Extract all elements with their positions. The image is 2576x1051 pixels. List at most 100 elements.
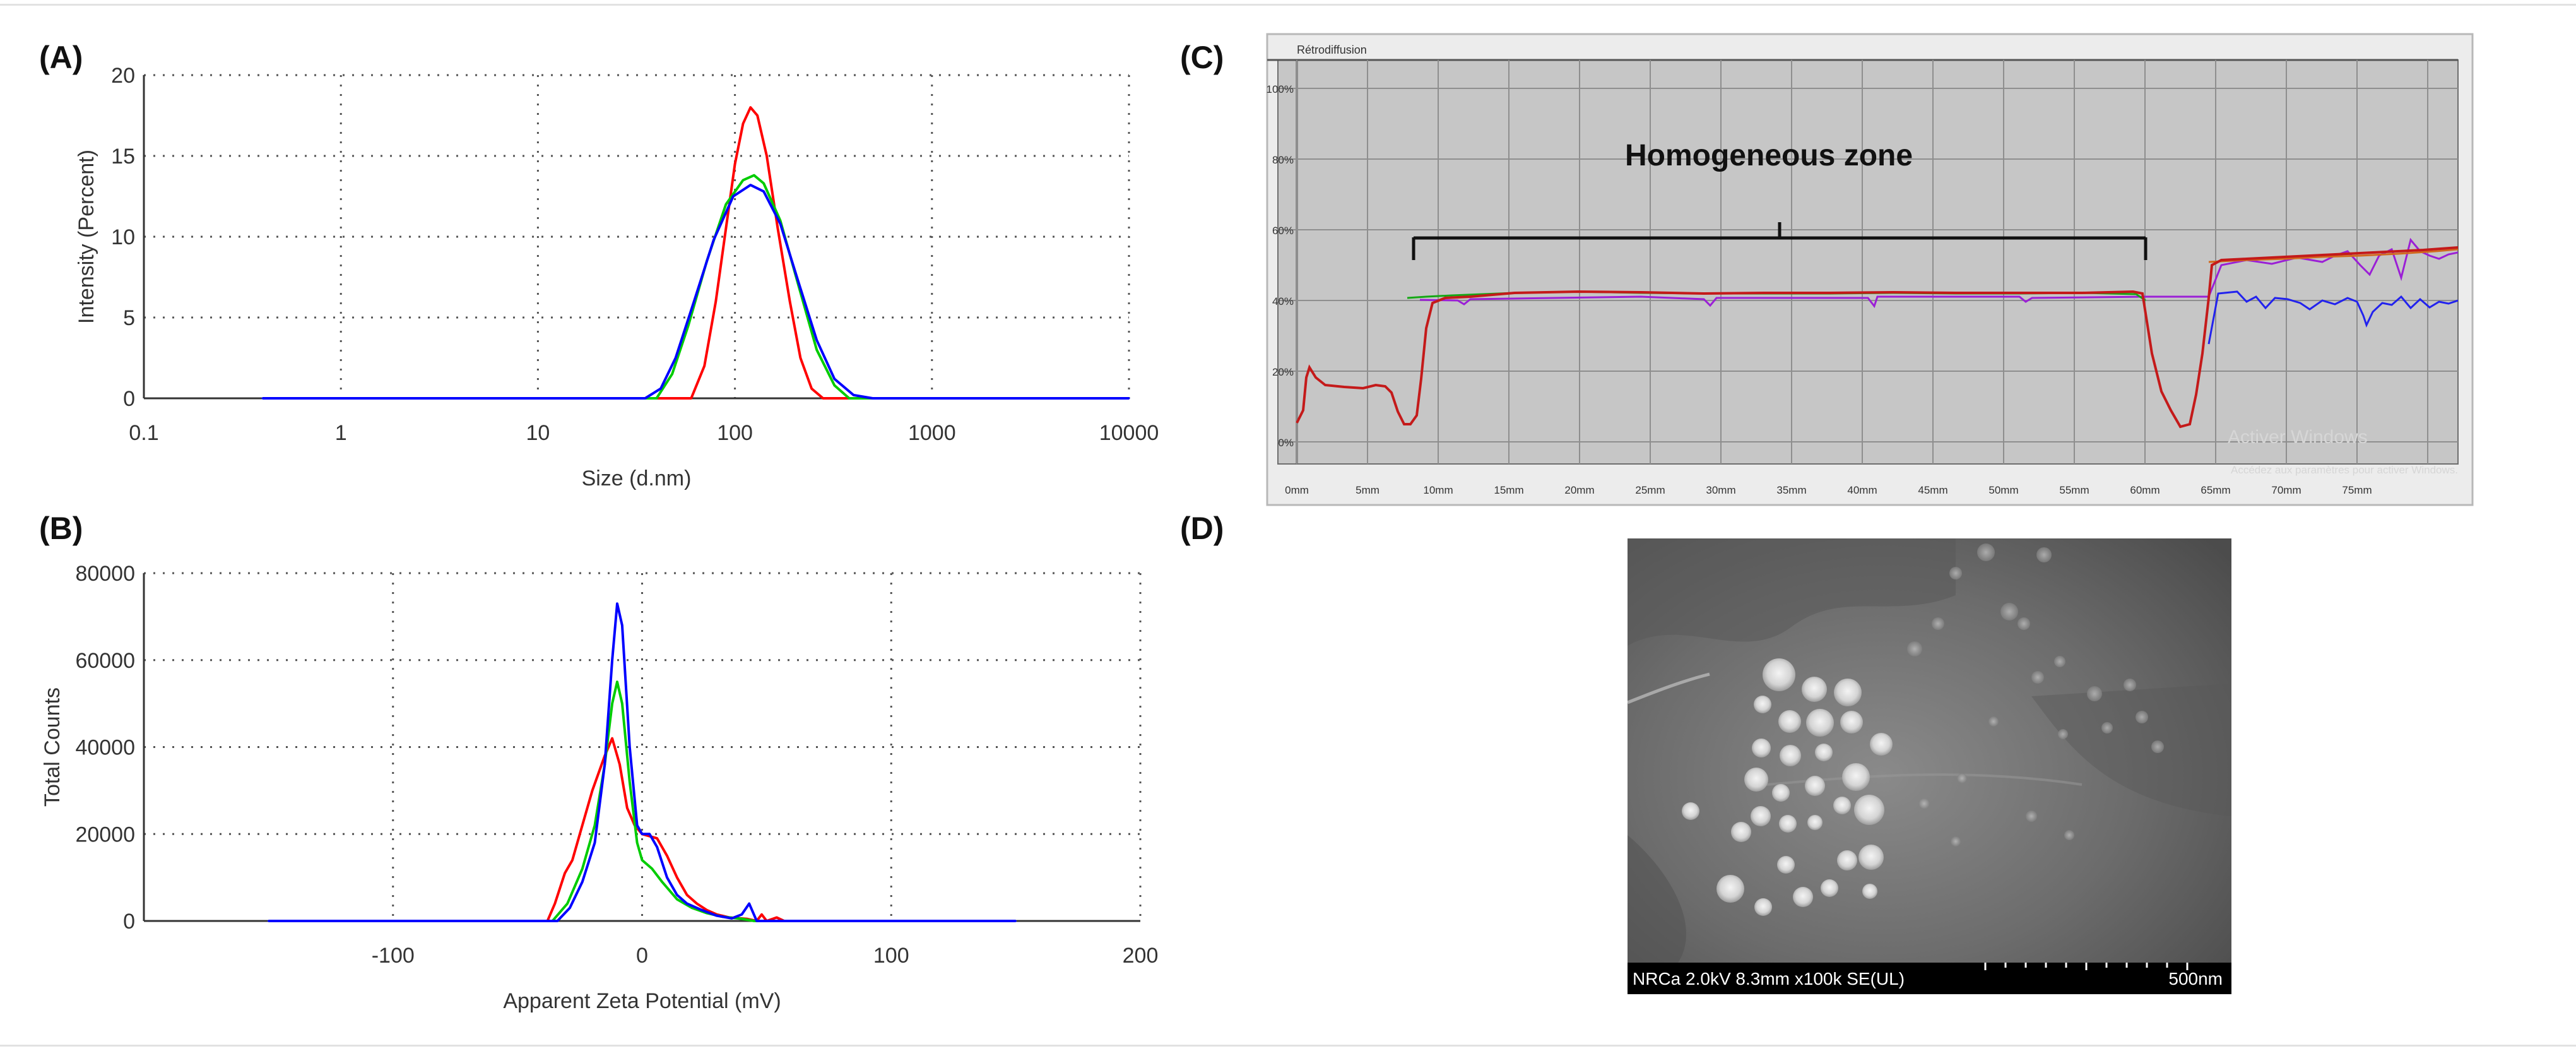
data-point [749, 184, 752, 186]
nanoparticle-faint [2036, 547, 2052, 562]
data-point [629, 746, 631, 748]
x-tick-label: 55mm [2059, 484, 2089, 496]
nanoparticle [1763, 658, 1795, 691]
x-tick-label: 5mm [1356, 484, 1380, 496]
profile-trace-blue [2207, 290, 2458, 345]
x-tick-label: 100 [873, 944, 909, 968]
bottom-border-line [0, 1045, 2576, 1047]
panel-label-a: (A) [39, 40, 83, 75]
y-tick-label: 20 [111, 64, 135, 88]
nanoparticle [1682, 802, 1699, 820]
data-point [569, 906, 571, 909]
data-point [581, 867, 584, 870]
nanoparticle-faint [2000, 603, 2018, 621]
data-point [700, 909, 703, 911]
chart-a: 0.1 1 10 100 1000 10000 0 5 10 15 20 Size (d.nm) Int… [74, 64, 1159, 490]
data-point [611, 659, 613, 662]
profile-x-ticks: 0mm 5mm 10mm 15mm 20mm 25mm 30mm 35mm 40mm 45mm 50… [1285, 484, 2372, 496]
y-tick-label: 0% [1278, 437, 1294, 449]
data-point [656, 846, 658, 848]
data-point [799, 357, 801, 359]
data-point [779, 223, 781, 225]
data-point [760, 913, 763, 916]
data-point [261, 397, 264, 400]
nanoparticle [1751, 806, 1771, 826]
x-tick-label: 15mm [1494, 484, 1523, 496]
nanoparticle [1834, 679, 1862, 706]
top-border-line [0, 4, 2576, 6]
profile-trace-orange [2208, 248, 2458, 263]
data-point [853, 394, 855, 396]
data-point [748, 903, 750, 905]
x-tick-label: 25mm [1635, 484, 1665, 496]
data-point [676, 898, 678, 901]
panel-label-c: (C) [1180, 40, 1224, 75]
data-point [676, 876, 678, 879]
nanoparticle-faint [1949, 567, 1962, 579]
nanoparticle [1858, 845, 1884, 870]
x-tick-label: 75mm [2342, 484, 2372, 496]
sem-scale-ticks [1984, 963, 2189, 970]
nanoparticle-faint [2087, 686, 2102, 701]
data-point [742, 179, 744, 181]
data-point [734, 163, 736, 165]
data-point [731, 917, 733, 920]
nanoparticle-faint [2058, 729, 2068, 739]
data-point [1128, 397, 1130, 400]
nanoparticle [1837, 850, 1857, 870]
data-point [732, 195, 735, 198]
data-point [648, 833, 651, 835]
nanoparticle-faint [1932, 617, 1944, 630]
data-point [740, 918, 743, 920]
data-point [659, 388, 662, 390]
data-point [675, 357, 677, 359]
x-tick-label: 0 [636, 944, 648, 968]
nanoparticle-faint [2124, 679, 2136, 691]
y-tick-label: 80000 [75, 562, 135, 586]
homogeneous-zone-label: Homogeneous zone [1625, 139, 1913, 172]
nanoparticle [1777, 856, 1795, 874]
profile-y-ticks: 0% 20% 40% 60% 80% 100% [1267, 83, 1294, 449]
nanoparticle [1731, 822, 1751, 842]
panel-label-b: (B) [39, 511, 83, 546]
data-point [777, 227, 779, 230]
data-point [553, 903, 556, 905]
data-point [571, 859, 574, 862]
data-point [822, 397, 824, 400]
x-tick-label: 0.1 [129, 421, 158, 445]
data-point [267, 920, 269, 922]
data-point [695, 903, 698, 905]
data-point [693, 300, 695, 302]
data-point [644, 397, 646, 400]
nanoparticle-faint [1918, 798, 1930, 809]
nanoparticle-faint [1957, 773, 1967, 783]
nanoparticle-faint [2054, 656, 2065, 667]
x-tick-label: 35mm [1776, 484, 1806, 496]
nanoparticle [1854, 795, 1884, 825]
data-point [651, 867, 653, 870]
x-tick-label: 1000 [908, 421, 956, 445]
nanoparticle-faint [2064, 830, 2074, 840]
nanoparticle [1862, 884, 1877, 899]
nanoparticle-faint [2136, 711, 2148, 723]
x-tick-label: -100 [372, 944, 415, 968]
data-point [621, 624, 623, 627]
data-point [579, 833, 581, 835]
y-tick-label: 40% [1272, 295, 1294, 307]
data-point [712, 239, 715, 241]
data-point [636, 824, 639, 826]
data-point [815, 348, 818, 351]
data-point [691, 906, 693, 909]
data-point [724, 227, 727, 230]
data-point [810, 388, 813, 390]
nanoparticle [1754, 696, 1771, 713]
data-point [848, 397, 851, 400]
data-point [756, 114, 759, 117]
data-point [671, 373, 673, 376]
data-point [753, 174, 755, 177]
nanoparticle [1744, 768, 1768, 792]
nanoparticle-faint [1988, 716, 1999, 727]
nanoparticle [1780, 745, 1801, 766]
data-point [666, 855, 668, 857]
